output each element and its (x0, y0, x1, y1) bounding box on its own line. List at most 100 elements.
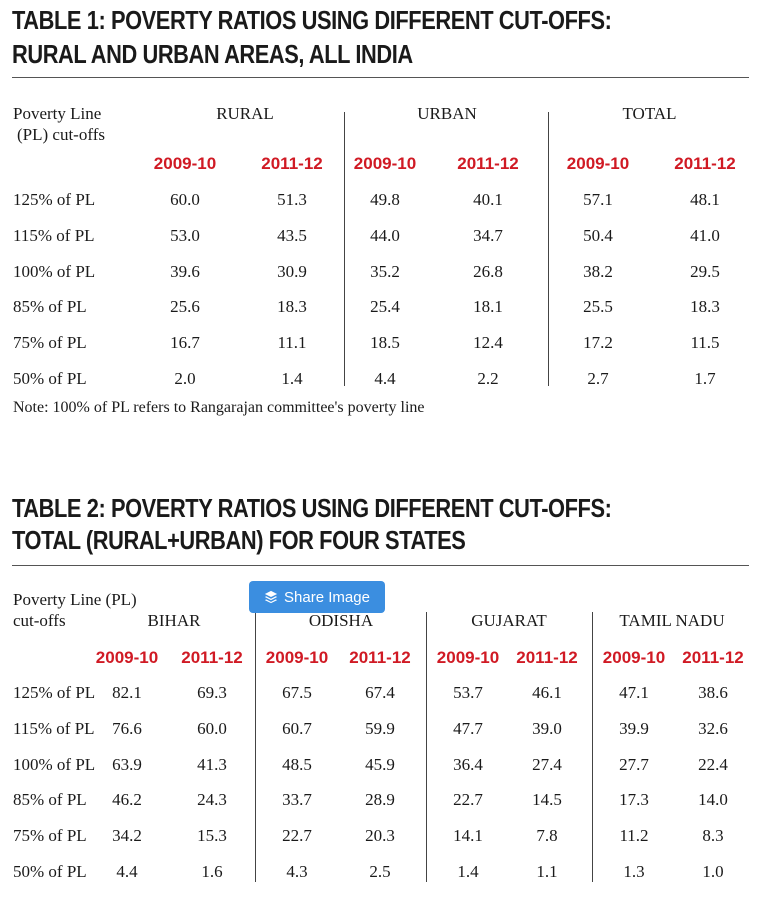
table1-group-urban: URBAN (417, 104, 477, 123)
year-header: 2009-10 (602, 648, 666, 667)
table2-label-header-line2: cut-offs (13, 611, 66, 630)
row-label: 85% of PL (13, 790, 87, 810)
table-cell: 2.0 (174, 369, 196, 388)
table-cell: 40.1 (473, 190, 503, 209)
table-cell: 60.0 (170, 190, 200, 209)
table-cell: 67.5 (282, 683, 312, 702)
table-cell: 30.9 (277, 261, 307, 281)
table-cell: 38.6 (698, 683, 728, 702)
table-cell: 4.4 (116, 862, 138, 881)
table-cell: 67.4 (365, 683, 395, 702)
table1-title-rule (12, 77, 749, 78)
table-cell: 14.5 (532, 790, 562, 810)
table-cell: 41.3 (197, 754, 227, 774)
table-cell: 2.2 (477, 369, 499, 388)
table-cell: 38.2 (583, 261, 613, 281)
table-cell: 60.7 (282, 718, 312, 738)
year-header: 2011-12 (516, 648, 578, 667)
table2-title-line1: TABLE 2: POVERTY RATIOS USING DIFFERENT … (12, 493, 612, 523)
table2-group-bihar: BIHAR (147, 611, 201, 630)
table-cell: 18.3 (690, 297, 720, 317)
year-header: 2011-12 (181, 648, 243, 667)
table-cell: 2.5 (369, 862, 391, 881)
table-cell: 49.8 (370, 190, 400, 209)
table2-title-line2: TOTAL (RURAL+URBAN) FOR FOUR STATES (12, 525, 466, 555)
table-cell: 39.6 (170, 261, 200, 281)
row-label: 125% of PL (13, 190, 96, 209)
table1-divider-1 (344, 112, 345, 386)
table2-title-rule (12, 565, 749, 566)
table-cell: 18.5 (370, 333, 400, 353)
row-label: 100% of PL (13, 261, 96, 281)
table-cell: 17.3 (619, 790, 649, 810)
table2-divider-1 (255, 612, 256, 882)
year-header: 2009-10 (436, 648, 500, 667)
table2-group-gujarat: GUJARAT (471, 611, 547, 630)
table1-label-header-line2: (PL) cut-offs (17, 125, 105, 144)
table-cell: 34.7 (473, 225, 503, 245)
table-cell: 1.0 (702, 862, 724, 881)
table1-group-total: TOTAL (622, 104, 677, 123)
table2-group-odisha: ODISHA (308, 611, 374, 630)
table-cell: 60.0 (197, 718, 227, 738)
layers-icon (264, 590, 278, 604)
table-cell: 1.6 (201, 862, 223, 881)
table-cell: 45.9 (365, 754, 395, 774)
table-cell: 2.7 (587, 369, 609, 388)
table-cell: 51.3 (277, 190, 307, 209)
table-cell: 16.7 (170, 333, 200, 353)
table-cell: 53.7 (453, 683, 483, 702)
table-cell: 22.7 (453, 790, 483, 810)
year-header: 2009-10 (353, 154, 417, 173)
table-cell: 41.0 (690, 225, 720, 245)
table-cell: 1.1 (536, 862, 558, 881)
year-header: 2011-12 (261, 154, 323, 173)
row-label: 85% of PL (13, 297, 87, 317)
table-cell: 1.4 (457, 862, 479, 881)
row-label: 115% of PL (13, 718, 95, 738)
table-cell: 1.4 (281, 369, 303, 388)
table-cell: 43.5 (277, 225, 307, 245)
table-cell: 39.9 (619, 718, 649, 738)
table-cell: 17.2 (583, 333, 613, 353)
table-cell: 53.0 (170, 225, 200, 245)
table-cell: 1.3 (623, 862, 645, 881)
table1-label-header-line1: Poverty Line (13, 104, 102, 123)
table-cell: 22.4 (698, 754, 728, 774)
table-cell: 82.1 (112, 683, 142, 702)
table-cell: 18.3 (277, 297, 307, 317)
row-label: 50% of PL (13, 369, 87, 388)
table-cell: 11.1 (277, 333, 307, 353)
table1-title-line2: RURAL AND URBAN AREAS, ALL INDIA (12, 39, 413, 69)
table-cell: 14.1 (453, 826, 483, 846)
year-header: 2011-12 (682, 648, 744, 667)
table-cell: 44.0 (370, 225, 400, 245)
table-cell: 69.3 (197, 683, 227, 702)
row-label: 115% of PL (13, 225, 95, 245)
table1-group-rural: RURAL (216, 104, 274, 123)
table2-divider-3 (592, 612, 593, 882)
table-cell: 14.0 (698, 790, 728, 810)
year-header: 2009-10 (265, 648, 329, 667)
table-cell: 25.5 (583, 297, 613, 317)
table-cell: 18.1 (473, 297, 503, 317)
year-header: 2009-10 (153, 154, 217, 173)
table-cell: 76.6 (112, 718, 142, 738)
row-label: 75% of PL (13, 826, 87, 846)
year-header: 2011-12 (457, 154, 519, 173)
table-cell: 57.1 (583, 190, 613, 209)
table-cell: 33.7 (282, 790, 312, 810)
table-cell: 50.4 (583, 225, 613, 245)
share-image-button[interactable]: Share Image (249, 581, 385, 613)
table2-label-header-line1: Poverty Line (PL) (13, 590, 137, 609)
table-cell: 20.3 (365, 826, 395, 846)
table-cell: 46.2 (112, 790, 142, 810)
table1-divider-2 (548, 112, 549, 386)
table-cell: 35.2 (370, 261, 400, 281)
table-cell: 22.7 (282, 826, 312, 846)
table-cell: 8.3 (702, 826, 724, 846)
table-cell: 4.4 (374, 369, 396, 388)
year-header: 2009-10 (95, 648, 159, 667)
table-cell: 25.6 (170, 297, 200, 317)
table-cell: 48.1 (690, 190, 720, 209)
